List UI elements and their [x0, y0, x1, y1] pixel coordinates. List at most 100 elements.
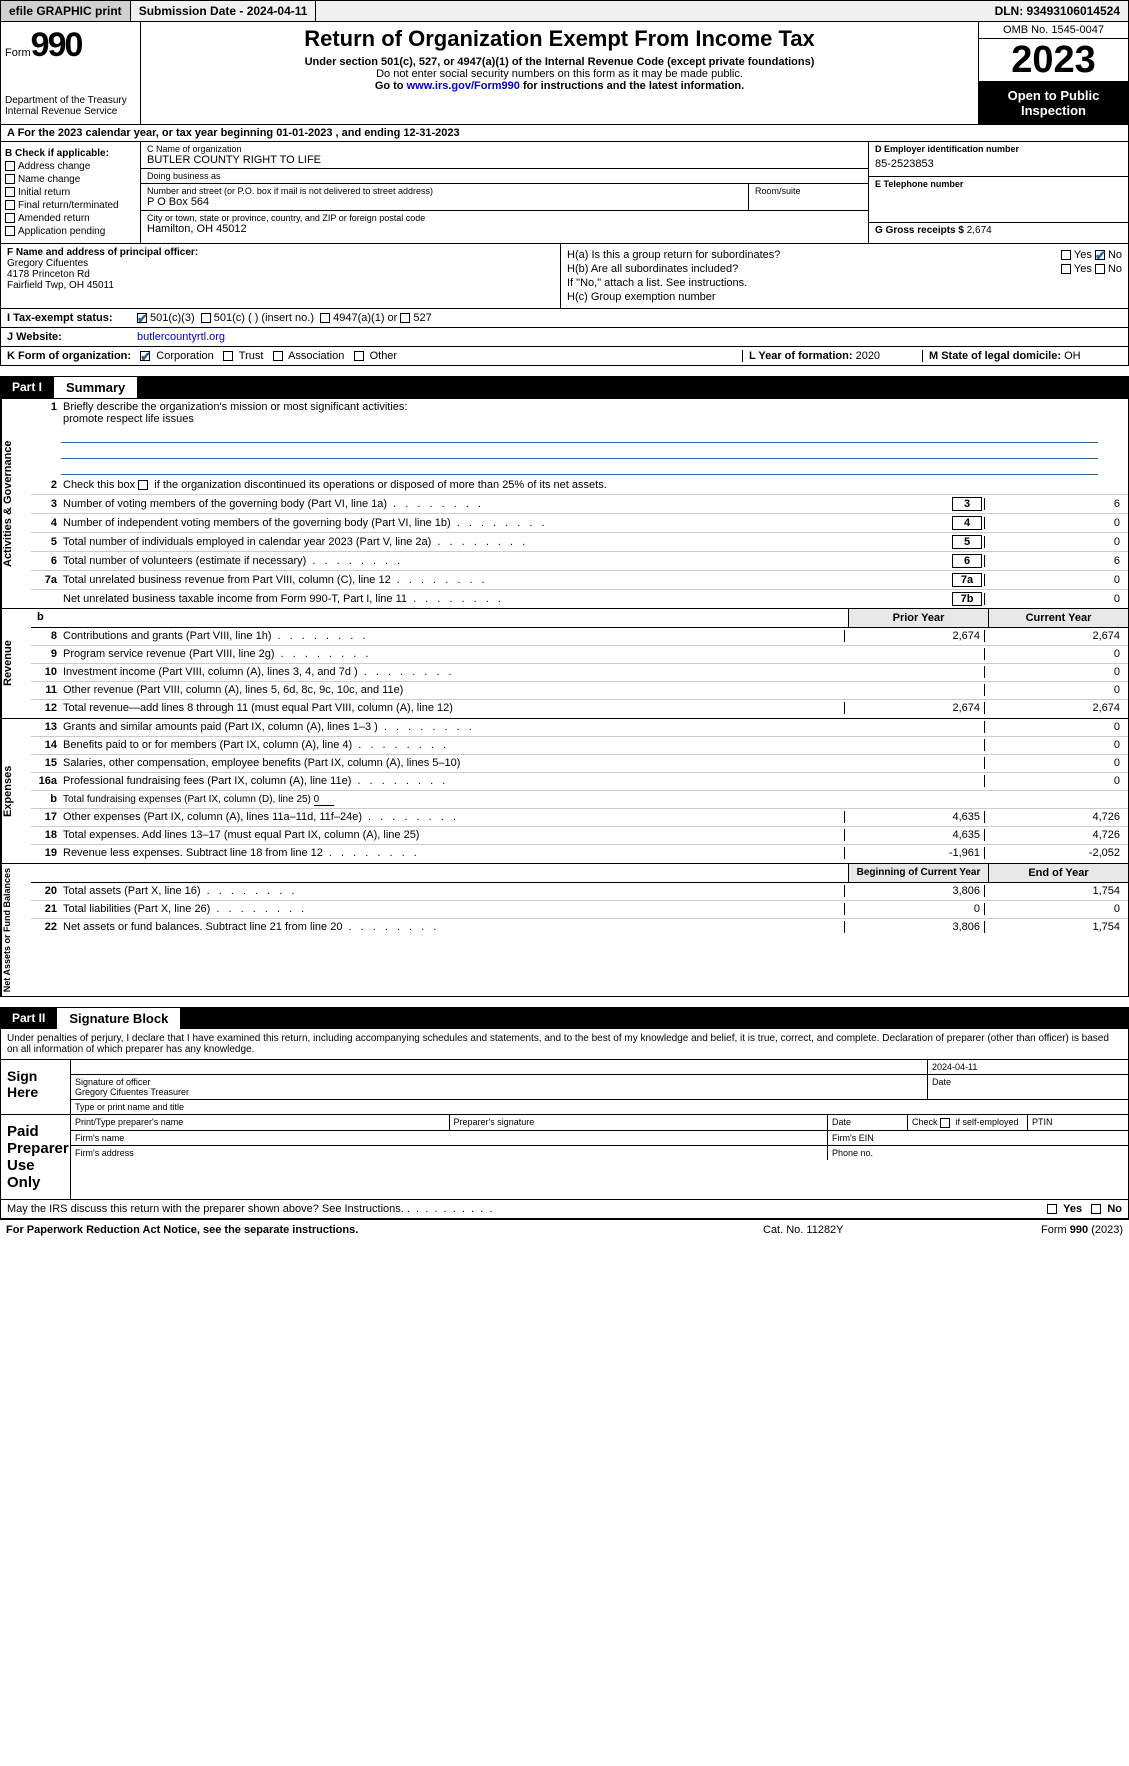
sig-date-label: Date: [928, 1075, 1128, 1099]
part1-header: Part I Summary: [0, 376, 1129, 398]
chk-final-return[interactable]: Final return/terminated: [5, 200, 136, 211]
preparer-label: Paid Preparer Use Only: [1, 1115, 71, 1199]
tax-status-row: I Tax-exempt status: 501(c)(3) 501(c) ( …: [0, 309, 1129, 328]
prep-ptin-label: PTIN: [1028, 1115, 1128, 1130]
officer-city: Fairfield Twp, OH 45011: [7, 280, 554, 291]
goto-pre: Go to: [375, 80, 407, 92]
chk-4947[interactable]: [320, 313, 330, 323]
summary-expenses: Expenses 13Grants and similar amounts pa…: [0, 719, 1129, 864]
chk-address-change[interactable]: Address change: [5, 161, 136, 172]
line5-val: 0: [984, 536, 1124, 548]
chk-corp[interactable]: [140, 351, 150, 361]
line5-desc: Total number of individuals employed in …: [63, 536, 950, 548]
chk-501c[interactable]: [201, 313, 211, 323]
summary-revenue: Revenue b Prior Year Current Year 8Contr…: [0, 609, 1129, 719]
form-title: Return of Organization Exempt From Incom…: [149, 26, 970, 52]
gross-receipts-label: G Gross receipts $: [875, 225, 964, 236]
ein-value: 85-2523853: [875, 154, 1122, 174]
street-cell: Number and street (or P.O. box if mail i…: [141, 184, 748, 211]
header-mid: Return of Organization Exempt From Incom…: [141, 22, 978, 124]
firm-name-label: Firm's name: [71, 1131, 828, 1145]
box-b-title: B Check if applicable:: [5, 148, 136, 159]
vlabel-expenses: Expenses: [1, 719, 31, 863]
line3-desc: Number of voting members of the governin…: [63, 498, 950, 510]
summary-activities: Activities & Governance 1 Briefly descri…: [0, 398, 1129, 609]
box-m: M State of legal domicile: OH: [922, 350, 1122, 362]
street-label: Number and street (or P.O. box if mail i…: [147, 186, 742, 196]
sign-here-label: Sign Here: [1, 1060, 71, 1114]
chk-discontinued[interactable]: [138, 480, 148, 490]
h-a-text: H(a) Is this a group return for subordin…: [567, 249, 1061, 261]
sig-officer-label: Signature of officer: [75, 1077, 150, 1087]
chk-self-employed[interactable]: [940, 1118, 950, 1128]
chk-501c3[interactable]: [137, 313, 147, 323]
chk-amended[interactable]: Amended return: [5, 213, 136, 224]
prior-year-hdr: Prior Year: [848, 609, 988, 627]
line7b-desc: Net unrelated business taxable income fr…: [63, 593, 950, 605]
h-a-row: H(a) Is this a group return for subordin…: [567, 249, 1122, 261]
website-label: J Website:: [7, 331, 137, 343]
line7a-desc: Total unrelated business revenue from Pa…: [63, 574, 950, 586]
rev-col-header: b Prior Year Current Year: [31, 609, 1128, 628]
dba-cell: Doing business as: [141, 169, 868, 184]
sign-here-block: Sign Here 2024-04-11 Signature of office…: [0, 1060, 1129, 1115]
tax-year: 2023: [979, 39, 1128, 82]
current-year-hdr: Current Year: [988, 609, 1128, 627]
chk-discuss-yes[interactable]: [1047, 1204, 1057, 1214]
h-a-yn: Yes No: [1061, 249, 1122, 261]
part2-header: Part II Signature Block: [0, 1007, 1129, 1029]
box-h: H(a) Is this a group return for subordin…: [561, 244, 1128, 308]
officer-label: F Name and address of principal officer:: [7, 247, 554, 258]
part1-num: Part I: [0, 377, 54, 397]
dln: DLN: 93493106014524: [987, 1, 1128, 21]
chk-other[interactable]: [354, 351, 364, 361]
h-c-row: H(c) Group exemption number: [567, 291, 1122, 303]
line4-val: 0: [984, 517, 1124, 529]
h-b-text: H(b) Are all subordinates included?: [567, 263, 1061, 275]
part2-num: Part II: [0, 1008, 57, 1028]
k-l-m-row: K Form of organization: Corporation Trus…: [0, 347, 1129, 366]
city-label: City or town, state or province, country…: [147, 213, 862, 223]
gross-receipts-cell: G Gross receipts $ 2,674: [869, 223, 1128, 238]
firm-ein-label: Firm's EIN: [828, 1131, 1128, 1145]
box-c: C Name of organization BUTLER COUNTY RIG…: [141, 142, 868, 243]
box-l: L Year of formation: 2020: [742, 350, 922, 362]
prep-date-label: Date: [828, 1115, 908, 1130]
perjury-text: Under penalties of perjury, I declare th…: [0, 1029, 1129, 1060]
sig-officer-name: Gregory Cifuentes Treasurer: [75, 1087, 189, 1097]
omb-number: OMB No. 1545-0047: [979, 22, 1128, 39]
phone-cell: E Telephone number: [869, 177, 1128, 223]
firm-addr-label: Firm's address: [71, 1146, 828, 1160]
section-f-h: F Name and address of principal officer:…: [0, 244, 1129, 309]
chk-527[interactable]: [400, 313, 410, 323]
room-cell: Room/suite: [748, 184, 868, 211]
form-link[interactable]: www.irs.gov/Form990: [407, 80, 520, 92]
line1-num: 1: [35, 401, 63, 413]
open-inspection: Open to Public Inspection: [979, 82, 1128, 124]
dept-treasury: Department of the Treasury: [5, 95, 136, 106]
chk-assoc[interactable]: [273, 351, 283, 361]
chk-app-pending[interactable]: Application pending: [5, 226, 136, 237]
line7a-val: 0: [984, 574, 1124, 586]
efile-label: efile GRAPHIC print: [1, 1, 131, 21]
page-footer: For Paperwork Reduction Act Notice, see …: [0, 1219, 1129, 1240]
chk-discuss-no[interactable]: [1091, 1204, 1101, 1214]
line7b-val: 0: [984, 593, 1124, 605]
ein-label: D Employer identification number: [875, 144, 1122, 154]
prep-sig-label: Preparer's signature: [450, 1115, 829, 1130]
chk-name-change[interactable]: Name change: [5, 174, 136, 185]
h-b-yn: Yes No: [1061, 263, 1122, 275]
na-col-header: Beginning of Current Year End of Year: [31, 864, 1128, 883]
pra-notice: For Paperwork Reduction Act Notice, see …: [6, 1224, 763, 1236]
line6-desc: Total number of volunteers (estimate if …: [63, 555, 950, 567]
mission-line: [61, 429, 1098, 443]
ein-cell: D Employer identification number 85-2523…: [869, 142, 1128, 177]
header-right: OMB No. 1545-0047 2023 Open to Public In…: [978, 22, 1128, 124]
chk-initial-return[interactable]: Initial return: [5, 187, 136, 198]
vlabel-net-assets: Net Assets or Fund Balances: [1, 864, 31, 996]
chk-trust[interactable]: [223, 351, 233, 361]
row-a-period: A For the 2023 calendar year, or tax yea…: [0, 125, 1129, 142]
form-subtitle: Under section 501(c), 527, or 4947(a)(1)…: [149, 56, 970, 68]
line2-desc: Check this box if the organization disco…: [63, 479, 1124, 491]
website-link[interactable]: butlercountyrtl.org: [137, 331, 225, 343]
